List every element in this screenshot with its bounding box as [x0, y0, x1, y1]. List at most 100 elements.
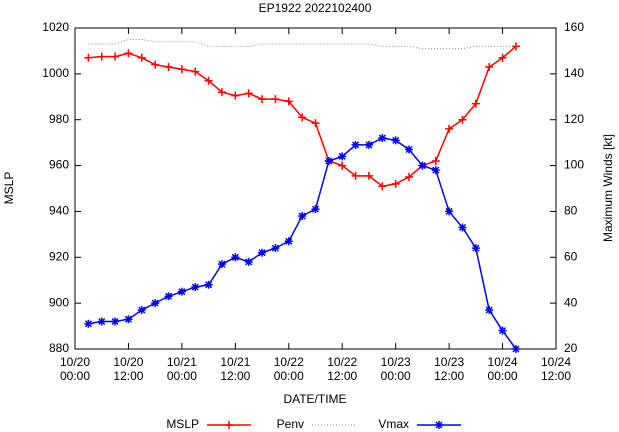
legend-label: Vmax — [378, 417, 409, 431]
y2-tick-label: 20 — [564, 341, 578, 355]
x-tick-label: 10/21 00:00 — [167, 355, 197, 383]
marker — [511, 42, 520, 51]
x-tick-label: 10/20 12:00 — [113, 355, 143, 383]
marker — [351, 140, 360, 149]
y2-axis-label: Maximum Winds [kt] — [601, 134, 615, 242]
marker — [97, 52, 106, 61]
marker — [338, 161, 347, 170]
y-tick-label: 880 — [49, 341, 69, 355]
y-tick-label: 960 — [49, 158, 69, 172]
marker — [124, 49, 133, 58]
marker — [244, 257, 253, 266]
marker — [324, 156, 333, 165]
marker — [298, 212, 307, 221]
marker — [431, 156, 440, 165]
x-tick-label: 10/20 00:00 — [60, 355, 90, 383]
marker — [231, 91, 240, 100]
x-tick-label: 10/22 12:00 — [327, 355, 357, 383]
marker — [204, 76, 213, 85]
marker — [391, 136, 400, 145]
y-tick-label: 920 — [49, 249, 69, 263]
marker — [435, 421, 443, 429]
marker — [498, 326, 507, 335]
marker — [405, 173, 414, 182]
marker — [311, 205, 320, 214]
plot-border — [74, 27, 557, 350]
marker — [445, 207, 454, 216]
series-line — [88, 38, 516, 50]
marker — [485, 62, 494, 71]
y2-tick-label: 100 — [564, 158, 584, 172]
marker — [137, 306, 146, 315]
marker — [338, 152, 347, 161]
marker — [204, 280, 213, 289]
marker — [84, 319, 93, 328]
y2-tick-label: 120 — [564, 112, 584, 126]
marker — [271, 244, 280, 253]
marker — [177, 287, 186, 296]
marker — [258, 248, 267, 257]
legend-label: MSLP — [166, 417, 199, 431]
marker — [111, 317, 120, 326]
marker — [311, 119, 320, 128]
marker — [378, 134, 387, 143]
x-tick-label: 10/24 00:00 — [488, 355, 518, 383]
x-tick-label: 10/24 12:00 — [541, 355, 571, 383]
marker — [111, 52, 120, 61]
marker — [364, 140, 373, 149]
marker — [458, 115, 467, 124]
marker — [231, 253, 240, 262]
marker — [405, 145, 414, 154]
marker — [458, 223, 467, 232]
marker — [498, 53, 507, 62]
marker — [177, 65, 186, 74]
y2-tick-label: 80 — [564, 204, 578, 218]
marker — [471, 99, 480, 108]
marker — [431, 166, 440, 175]
y-tick-label: 940 — [49, 204, 69, 218]
series-line — [88, 137, 517, 350]
x-tick-label: 10/21 12:00 — [220, 355, 250, 383]
marker — [164, 292, 173, 301]
y2-tick-label: 160 — [564, 20, 584, 34]
marker — [225, 421, 233, 429]
marker — [137, 53, 146, 62]
marker — [445, 124, 454, 133]
marker — [164, 62, 173, 71]
marker — [124, 315, 133, 324]
legend-label: Penv — [277, 417, 304, 431]
marker — [378, 182, 387, 191]
marker — [284, 97, 293, 106]
marker — [97, 317, 106, 326]
marker — [84, 53, 93, 62]
y2-tick-label: 60 — [564, 249, 578, 263]
marker — [351, 171, 360, 180]
marker — [151, 60, 160, 69]
y-tick-label: 980 — [49, 112, 69, 126]
chart-title: EP1922 2022102400 — [259, 1, 372, 15]
marker — [191, 283, 200, 292]
marker — [271, 95, 280, 104]
marker — [151, 299, 160, 308]
marker — [244, 89, 253, 98]
y-tick-label: 900 — [49, 295, 69, 309]
marker — [485, 306, 494, 315]
y-axis-label: MSLP — [2, 172, 16, 205]
x-axis-label: DATE/TIME — [283, 392, 346, 406]
y2-tick-label: 140 — [564, 66, 584, 80]
y-tick-label: 1000 — [42, 66, 69, 80]
y-tick-label: 1020 — [42, 20, 69, 34]
x-tick-label: 10/22 00:00 — [274, 355, 304, 383]
marker — [217, 260, 226, 269]
marker — [217, 88, 226, 97]
x-tick-label: 10/23 00:00 — [381, 355, 411, 383]
marker — [191, 67, 200, 76]
marker — [418, 161, 427, 170]
y2-tick-label: 40 — [564, 295, 578, 309]
marker — [511, 345, 520, 353]
marker — [364, 171, 373, 180]
marker — [284, 237, 293, 246]
marker — [471, 244, 480, 253]
marker — [258, 95, 267, 104]
